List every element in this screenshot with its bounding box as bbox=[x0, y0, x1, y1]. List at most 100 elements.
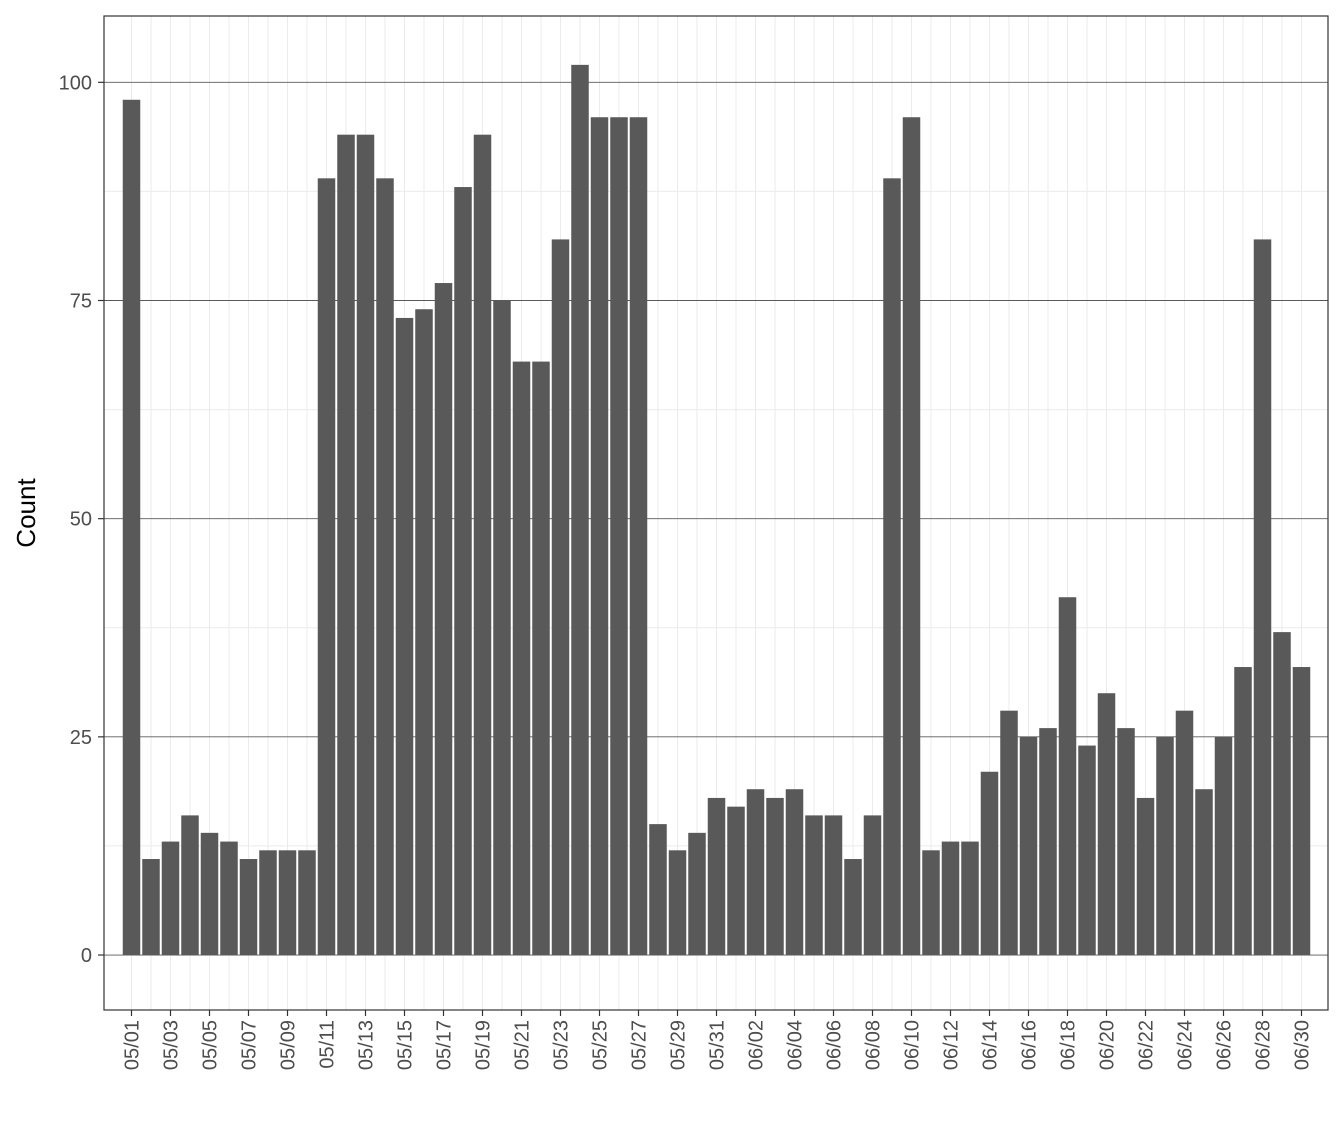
x-tick-label: 06/02 bbox=[746, 1020, 768, 1070]
y-tick-label: 100 bbox=[59, 72, 92, 94]
y-tick-label: 0 bbox=[81, 945, 92, 967]
x-tick-label: 05/11 bbox=[317, 1020, 339, 1069]
x-tick-label: 06/06 bbox=[824, 1020, 846, 1070]
bar bbox=[1273, 632, 1291, 956]
x-tick-label: 05/03 bbox=[161, 1020, 183, 1070]
bar bbox=[434, 283, 453, 956]
bar bbox=[883, 178, 901, 956]
bar bbox=[785, 789, 804, 956]
y-axis-title: Count bbox=[11, 478, 41, 548]
bar bbox=[610, 117, 628, 956]
bar bbox=[161, 841, 180, 956]
bar bbox=[1000, 710, 1018, 956]
y-tick-label: 25 bbox=[70, 727, 92, 749]
bar bbox=[1019, 736, 1038, 956]
bar bbox=[1292, 667, 1311, 956]
bar bbox=[415, 309, 433, 956]
bar bbox=[1136, 797, 1155, 956]
x-tick-label: 05/01 bbox=[122, 1020, 144, 1070]
x-tick-label: 06/24 bbox=[1175, 1020, 1197, 1070]
bar bbox=[1156, 736, 1174, 956]
bar bbox=[922, 850, 940, 956]
x-tick-label: 06/10 bbox=[902, 1020, 924, 1070]
x-tick-label: 05/15 bbox=[395, 1020, 417, 1070]
x-tick-label: 05/09 bbox=[278, 1020, 300, 1070]
bar bbox=[122, 99, 141, 956]
bar bbox=[961, 841, 979, 956]
y-tick-label: 75 bbox=[70, 290, 92, 312]
bar bbox=[395, 317, 414, 956]
x-tick-label: 05/31 bbox=[707, 1020, 729, 1070]
bar bbox=[532, 361, 550, 956]
bar bbox=[220, 841, 238, 956]
x-tick-label: 06/30 bbox=[1292, 1020, 1314, 1070]
x-tick-label: 05/19 bbox=[473, 1020, 495, 1070]
bar bbox=[649, 824, 667, 956]
x-tick-label: 06/18 bbox=[1058, 1020, 1080, 1070]
bar bbox=[668, 850, 687, 956]
bar bbox=[824, 815, 843, 956]
x-tick-label: 06/14 bbox=[980, 1020, 1002, 1070]
bar bbox=[1039, 728, 1057, 956]
bar bbox=[1097, 693, 1116, 956]
bar bbox=[473, 134, 492, 956]
bar bbox=[629, 117, 648, 956]
bar bbox=[746, 789, 765, 956]
x-tick-label: 05/05 bbox=[200, 1020, 222, 1070]
bar bbox=[941, 841, 960, 956]
x-tick-label: 05/23 bbox=[551, 1020, 573, 1070]
bar bbox=[902, 117, 921, 956]
bar bbox=[688, 832, 706, 956]
y-axis: 0 25 50 75 100 bbox=[59, 72, 104, 967]
bar bbox=[259, 850, 277, 956]
x-tick-label: 06/28 bbox=[1253, 1020, 1275, 1070]
bar bbox=[512, 361, 531, 956]
x-tick-label: 06/26 bbox=[1214, 1020, 1236, 1070]
bar bbox=[337, 134, 355, 956]
x-tick-label: 06/04 bbox=[785, 1020, 807, 1070]
x-tick-label: 05/25 bbox=[590, 1020, 612, 1070]
x-tick-label: 05/13 bbox=[356, 1020, 378, 1070]
bar bbox=[1117, 728, 1135, 956]
bar bbox=[766, 797, 784, 956]
x-tick-label: 05/27 bbox=[629, 1020, 651, 1070]
bars bbox=[122, 64, 1311, 956]
x-axis: 05/01 05/03 05/05 05/07 05/09 05/11 05/13 05/15… bbox=[122, 1010, 1314, 1070]
bar bbox=[863, 815, 882, 956]
x-tick-label: 05/21 bbox=[512, 1020, 534, 1070]
bar bbox=[1175, 710, 1194, 956]
bar bbox=[200, 832, 219, 956]
x-tick-label: 06/16 bbox=[1019, 1020, 1041, 1070]
x-tick-label: 05/17 bbox=[434, 1020, 456, 1070]
bar bbox=[454, 187, 472, 956]
bar bbox=[551, 239, 570, 956]
x-tick-label: 05/29 bbox=[668, 1020, 690, 1070]
bar bbox=[278, 850, 297, 956]
bar bbox=[1195, 789, 1213, 956]
bar bbox=[239, 859, 258, 956]
bar bbox=[571, 64, 589, 956]
y-tick-label: 50 bbox=[70, 509, 92, 531]
x-tick-label: 06/08 bbox=[863, 1020, 885, 1070]
x-tick-label: 06/12 bbox=[941, 1020, 963, 1070]
bar bbox=[844, 859, 862, 956]
bar bbox=[493, 300, 511, 956]
x-tick-label: 05/07 bbox=[239, 1020, 261, 1070]
bar bbox=[805, 815, 823, 956]
bar bbox=[727, 806, 745, 956]
bar bbox=[317, 178, 336, 956]
bar bbox=[376, 178, 394, 956]
bar bbox=[181, 815, 199, 956]
bar bbox=[590, 117, 609, 956]
bar bbox=[707, 797, 726, 956]
bar bbox=[1214, 736, 1233, 956]
x-tick-label: 06/22 bbox=[1136, 1020, 1158, 1070]
bar bbox=[142, 859, 160, 956]
bar bbox=[1058, 597, 1077, 956]
bar bbox=[356, 134, 375, 956]
bar bbox=[1078, 745, 1096, 956]
bar bbox=[1234, 667, 1252, 956]
bar bbox=[1253, 239, 1272, 956]
bar bbox=[980, 771, 999, 956]
